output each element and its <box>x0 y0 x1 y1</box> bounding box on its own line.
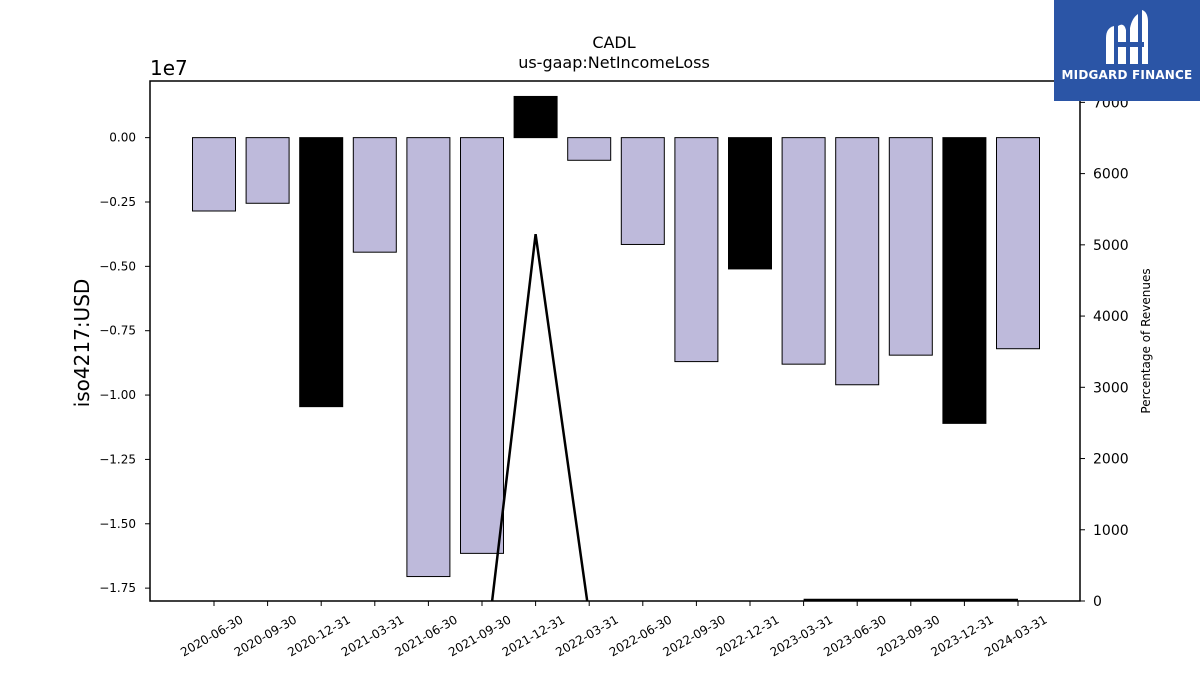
bar-2023-09-30 <box>888 137 933 356</box>
y-tick-label: −0.25 <box>99 195 136 209</box>
y2-tick-label: 1000 <box>1093 523 1129 539</box>
bar-2022-06-30 <box>620 137 665 245</box>
y2-tick-label: 2000 <box>1093 452 1129 468</box>
y2-axis-label: Percentage of Revenues <box>1139 268 1153 413</box>
bar-group <box>192 95 1040 578</box>
chart-subtitle: us-gaap:NetIncomeLoss <box>518 53 710 72</box>
bar-2020-06-30 <box>192 137 236 212</box>
bar-2022-09-30 <box>674 137 719 363</box>
chart-title: CADL <box>592 33 635 52</box>
y2-tick-label: 6000 <box>1093 167 1129 183</box>
y2-tick-label: 5000 <box>1093 238 1129 254</box>
y-tick-label: −0.50 <box>99 259 136 273</box>
midgard-logo-icon <box>1106 10 1148 65</box>
bar-2022-03-31 <box>567 137 612 161</box>
percentage-line-group <box>490 233 1018 602</box>
bar-2021-12-31 <box>513 95 558 139</box>
y2-tick-label: 3000 <box>1093 380 1129 396</box>
y-tick-label: −1.50 <box>99 517 136 531</box>
y2-tick-label: 0 <box>1093 594 1102 610</box>
y-axis-offset-label: 1e7 <box>150 56 188 80</box>
y-axis-label: iso4217:USD <box>70 279 94 408</box>
y2-tick-label: 4000 <box>1093 309 1129 325</box>
bar-2021-09-30 <box>460 137 504 554</box>
logo-text: MIDGARD FINANCE <box>1061 68 1193 82</box>
bar-2022-12-31 <box>728 137 772 270</box>
bar-2020-12-31 <box>299 137 344 408</box>
bar-2021-06-30 <box>406 137 451 578</box>
bar-2023-03-31 <box>781 137 826 365</box>
bar-2021-03-31 <box>352 137 397 253</box>
bar-2023-06-30 <box>835 137 880 386</box>
plot-frame <box>149 80 1081 602</box>
bar-2024-03-31 <box>996 137 1040 350</box>
y-tick-label: −1.00 <box>99 388 136 402</box>
bar-2023-12-31 <box>942 137 987 424</box>
midgard-finance-logo: MIDGARD FINANCE <box>1054 0 1200 101</box>
x-axis-ticks: 2020-06-302020-09-302020-12-312021-03-31… <box>178 601 1050 659</box>
y-tick-label: −1.75 <box>99 581 136 595</box>
y-tick-label: −1.25 <box>99 452 136 466</box>
left-axis-ticks: 0.00 −0.25 −0.50 −0.75 −1.00 −1.25 −1.50 −1.75 <box>99 131 150 595</box>
percentage-line <box>490 233 589 601</box>
bar-2020-09-30 <box>245 137 290 204</box>
y-tick-label: 0.00 <box>109 131 136 145</box>
y-tick-label: −0.75 <box>99 324 136 338</box>
